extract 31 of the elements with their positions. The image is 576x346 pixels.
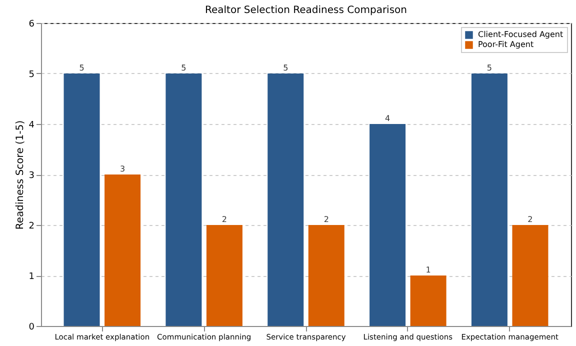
bar — [166, 74, 202, 326]
data-label: 4 — [384, 114, 390, 123]
bar — [268, 74, 304, 326]
bar — [308, 225, 344, 326]
data-label: 1 — [426, 266, 431, 274]
legend-label: Client-Focused Agent — [478, 30, 564, 39]
legend-label: Poor-Fit Agent — [478, 40, 534, 49]
chart-title: Realtor Selection Readiness Comparison — [204, 5, 408, 16]
bar — [512, 225, 548, 326]
data-label: 2 — [528, 215, 533, 224]
data-label: 5 — [486, 64, 492, 72]
y-tick-label: 6 — [28, 20, 35, 30]
y-axis-title: Readiness Score (1-5) — [14, 120, 26, 230]
data-label: 2 — [222, 215, 228, 224]
bar — [370, 124, 406, 326]
bar — [206, 225, 242, 326]
bar — [64, 74, 100, 326]
y-tick-label: 4 — [28, 120, 35, 130]
data-label: 5 — [283, 64, 288, 72]
bar — [410, 276, 446, 326]
data-label: 5 — [181, 64, 186, 72]
bar — [104, 174, 141, 326]
data-label: 3 — [120, 164, 126, 174]
y-tick-label: 0 — [28, 322, 35, 332]
y-tick-label: 2 — [28, 222, 34, 232]
y-tick-label: 1 — [28, 272, 34, 282]
y-tick-label: 5 — [28, 70, 34, 80]
data-label: 5 — [79, 64, 84, 72]
data-label: 2 — [324, 215, 329, 224]
y-tick-label: 3 — [28, 171, 34, 181]
bar — [471, 74, 508, 326]
